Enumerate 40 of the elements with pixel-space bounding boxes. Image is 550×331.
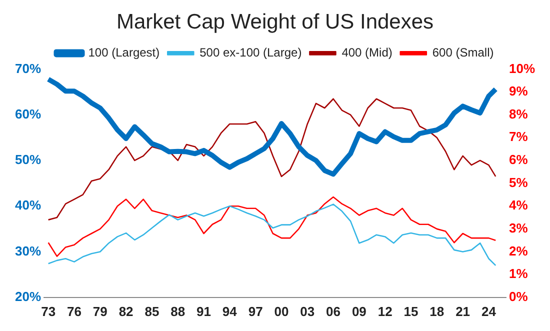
chart-title: Market Cap Weight of US Indexes [116,10,434,34]
x-tick-label: 03 [300,304,315,319]
x-tick-label: 73 [41,304,56,319]
x-tick-label: 09 [352,304,366,319]
y2-tick-label: 7% [508,129,528,144]
y2-tick-label: 1% [508,266,528,282]
y2-tick-label: 0% [508,288,528,304]
y-tick-label: 70% [14,60,42,76]
x-tick-label: 24 [481,304,497,319]
y2-tick-label: 2% [508,243,528,258]
y2-tick-label: 6% [508,152,528,168]
x-tick-label: 94 [222,304,238,319]
x-tick-label: 18 [430,304,444,319]
x-tick-label: 06 [326,304,341,319]
legend-label: 100 (Largest) [88,46,160,60]
y-tick-label: 20% [14,288,42,304]
y2-tick-label: 5% [508,174,528,190]
x-tick-label: 79 [92,304,108,319]
y-tick-label: 50% [14,152,42,168]
y2-tick-label: 3% [508,220,528,236]
x-tick-label: 91 [196,304,211,319]
legend-label: 600 (Small) [432,46,494,60]
y-tick-label: 60% [14,106,42,122]
legend-label: 400 (Mid) [342,46,392,60]
y2-tick-label: 10% [508,60,536,76]
x-tick-label: 76 [67,304,82,319]
x-tick-label: 85 [144,304,160,319]
y-tick-label: 40% [14,198,42,213]
x-tick-label: 12 [378,304,392,319]
x-tick-label: 21 [456,304,470,319]
y2-tick-label: 9% [508,84,528,99]
legend-label: 500 ex-100 (Large) [200,46,302,60]
y2-tick-label: 8% [508,106,528,122]
x-tick-label: 15 [404,304,418,319]
x-tick-label: 00 [274,304,289,319]
y-tick-label: 30% [14,243,42,258]
y2-tick-label: 4% [508,198,528,213]
x-tick-label: 88 [170,304,186,319]
x-tick-label: 97 [248,304,263,319]
x-tick-label: 82 [118,304,134,319]
